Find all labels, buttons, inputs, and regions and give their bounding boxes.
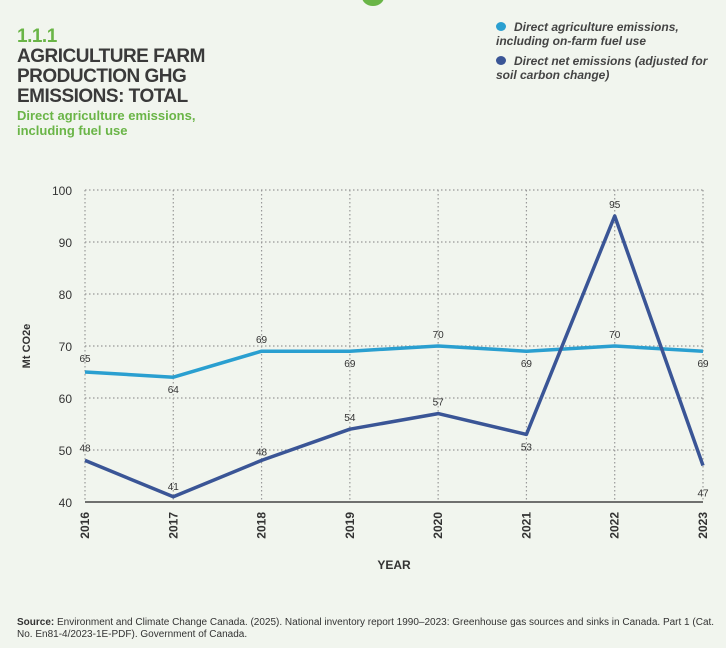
legend-label: Direct net emissions (adjusted for soil … bbox=[496, 54, 708, 82]
x-axis-title: YEAR bbox=[377, 558, 411, 572]
legend-item-dark: Direct net emissions (adjusted for soil … bbox=[496, 54, 716, 82]
data-label: 70 bbox=[433, 330, 445, 341]
chart-title: AGRICULTURE FARM PRODUCTION GHG EMISSION… bbox=[17, 47, 205, 107]
data-label: 48 bbox=[79, 443, 91, 454]
y-tick-label: 50 bbox=[59, 444, 73, 458]
series-line-0 bbox=[84, 344, 704, 379]
source-note: Source: Environment and Climate Change C… bbox=[17, 617, 717, 641]
series-line-1 bbox=[84, 214, 705, 499]
title-line: PRODUCTION GHG bbox=[17, 66, 187, 87]
y-tick-label: 70 bbox=[59, 340, 73, 354]
data-label: 64 bbox=[168, 385, 180, 396]
x-tick-label: 2021 bbox=[519, 512, 533, 539]
legend-dot-icon bbox=[496, 22, 506, 31]
title-line: AGRICULTURE FARM bbox=[17, 46, 205, 67]
y-tick-label: 40 bbox=[59, 496, 73, 510]
legend-dot-icon bbox=[496, 56, 506, 65]
data-label: 57 bbox=[433, 398, 445, 409]
chart-subtitle: Direct agriculture emissions, including … bbox=[17, 108, 196, 138]
section-number: 1.1.1 bbox=[17, 26, 57, 47]
data-label: 70 bbox=[609, 330, 621, 341]
y-tick-label: 80 bbox=[59, 288, 73, 302]
x-tick-label: 2019 bbox=[343, 512, 357, 539]
data-label: 69 bbox=[521, 359, 533, 370]
legend: Direct agriculture emissions, including … bbox=[496, 20, 716, 88]
data-label: 41 bbox=[168, 482, 180, 493]
y-tick-label: 100 bbox=[52, 184, 72, 198]
source-label: Source: bbox=[17, 617, 55, 628]
data-label: 65 bbox=[79, 354, 91, 365]
data-label: 69 bbox=[256, 335, 268, 346]
data-label: 69 bbox=[697, 359, 709, 370]
title-line: EMISSIONS: TOTAL bbox=[17, 86, 188, 107]
data-label: 53 bbox=[521, 442, 533, 453]
x-tick-label: 2017 bbox=[166, 512, 180, 539]
section-marker-dot bbox=[362, 0, 384, 6]
y-tick-label: 60 bbox=[59, 392, 73, 406]
data-label: 47 bbox=[697, 489, 709, 500]
y-tick-label: 90 bbox=[59, 236, 73, 250]
data-label: 69 bbox=[344, 359, 356, 370]
legend-item-light: Direct agriculture emissions, including … bbox=[496, 20, 716, 48]
data-label: 54 bbox=[344, 413, 356, 424]
source-text: Environment and Climate Change Canada. (… bbox=[17, 617, 715, 640]
data-label: 95 bbox=[609, 200, 621, 211]
data-label: 48 bbox=[256, 447, 268, 458]
x-tick-label: 2020 bbox=[431, 512, 445, 539]
x-tick-label: 2023 bbox=[696, 512, 710, 539]
legend-label: Direct agriculture emissions, including … bbox=[496, 20, 679, 48]
x-tick-label: 2016 bbox=[78, 512, 92, 539]
x-tick-label: 2018 bbox=[255, 512, 269, 539]
y-axis-title: Mt CO2e bbox=[21, 323, 33, 369]
x-tick-label: 2022 bbox=[608, 512, 622, 539]
